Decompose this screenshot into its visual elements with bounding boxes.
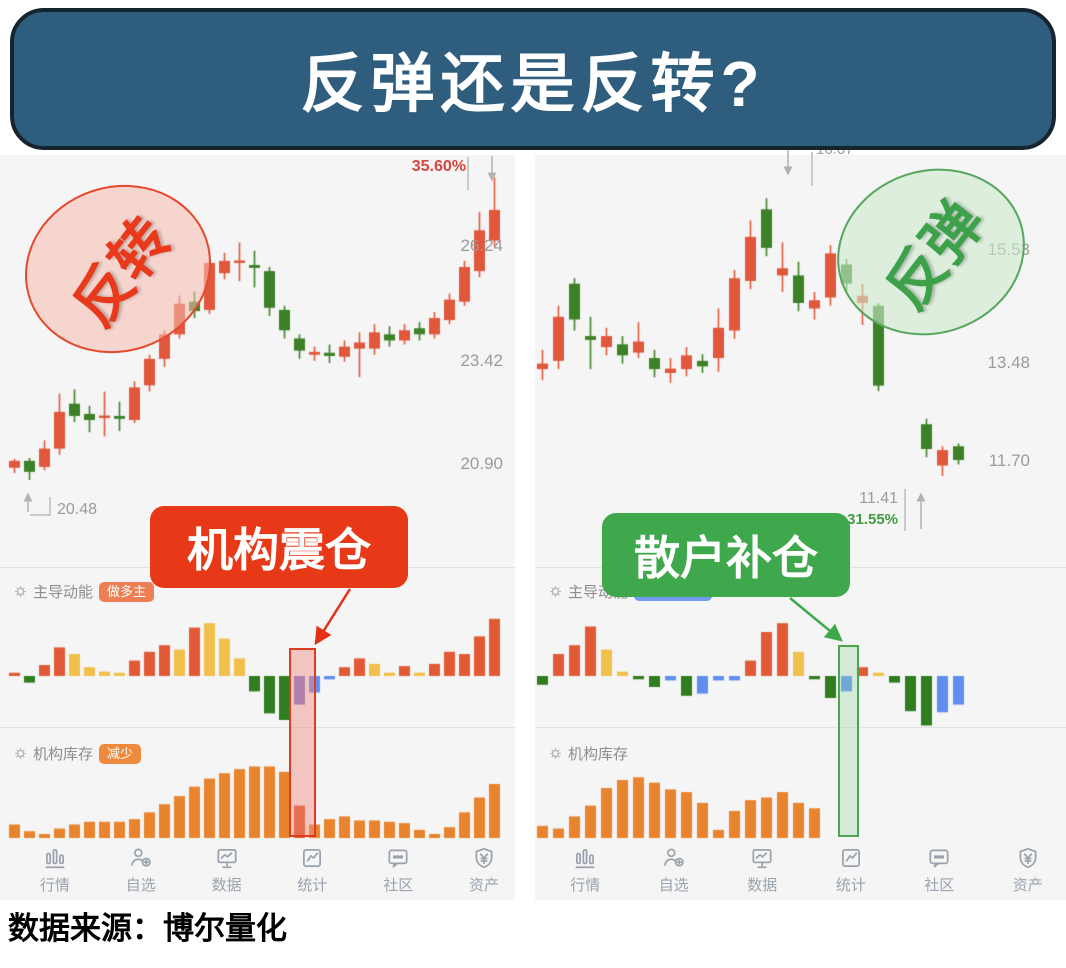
panel-divider [535,727,1066,728]
community-chat-icon [929,849,949,868]
data-monitor-icon [217,849,237,869]
nav-item-label: 行情 [570,877,601,894]
retail-add-position-callout: 散户补仓 [602,513,850,597]
momentum-status-badge: 做多主 [99,581,155,602]
nav-item-label: 数据 [747,877,778,894]
nav-item-watchlist[interactable]: 自选 [630,843,719,900]
callout-label: 散户补仓 [634,532,818,584]
nav-item-label: 社区 [383,877,414,894]
start-low-label: 20.48 [57,501,98,518]
nav-item-data[interactable]: 数据 [184,843,270,900]
nav-item-label: 行情 [39,877,70,894]
bottom-low-label: 11.41 [859,490,898,507]
nav-item-label: 自选 [658,877,689,894]
nav-item-assets[interactable]: 资产 [984,843,1066,900]
rebound-oval-label: 反弹 [874,189,997,322]
nav-item-quotes[interactable]: 行情 [12,843,98,900]
max-drop-label: -31.55% [842,511,898,528]
panel-divider [0,727,515,728]
community-chat-icon [388,849,408,868]
page-title: 反弹还是反转? [300,48,766,120]
momentum-panel-title: 主导动能 [33,584,94,601]
price-axis-label: 20.90 [460,454,503,473]
nav-item-assets[interactable]: 资产 [441,843,527,900]
nav-item-label: 资产 [1012,877,1043,894]
gear-icon [15,586,26,597]
nav-item-quotes[interactable]: 行情 [541,843,630,900]
nav-item-label: 统计 [835,877,866,894]
bottom-nav-bar: 行情 自选 数据 统计 社区 [535,843,1066,900]
bottom-nav-bar: 行情 自选 数据 统计 社区 [0,843,527,900]
quotes-bars-icon [45,849,65,869]
nav-item-stats[interactable]: 统计 [269,843,355,900]
price-axis-label: 26.24 [460,236,503,255]
gear-icon [550,586,561,597]
shakeout-highlight-band [289,648,316,837]
left-momentum-chart[interactable] [0,598,515,727]
price-axis-label: 13.48 [987,353,1030,372]
rebound-highlight-band [838,645,859,837]
nav-item-data[interactable]: 数据 [718,843,807,900]
stats-chart-icon [841,849,860,867]
watchlist-user-icon [664,848,684,867]
nav-item-stats[interactable]: 统计 [807,843,896,900]
max-gain-label: 35.60% [411,158,466,175]
nav-item-label: 自选 [125,877,156,894]
assets-shield-icon [475,847,493,869]
nav-item-label: 社区 [924,877,955,894]
data-monitor-icon [752,849,772,869]
price-axis-label: 11.70 [988,451,1030,470]
price-axis-label: 23.42 [460,351,503,370]
nav-item-label: 统计 [297,877,328,894]
nav-item-watchlist[interactable]: 自选 [98,843,184,900]
reversal-oval-label: 反转 [61,206,184,339]
title-banner: 反弹还是反转? [10,8,1056,150]
nav-item-community[interactable]: 社区 [895,843,984,900]
right-inventory-chart[interactable] [535,731,1066,840]
momentum-panel-header: 主导动能 做多主 [14,581,155,602]
nav-item-label: 资产 [469,877,500,894]
data-source-caption: 数据来源：博尔量化 [8,911,287,946]
right-momentum-chart[interactable] [535,598,1066,727]
left-inventory-chart[interactable] [0,731,515,840]
callout-label: 机构震仓 [187,524,371,576]
watchlist-user-icon [130,848,151,867]
nav-item-label: 数据 [211,877,242,894]
left-stock-app-screenshot: 26.24 23.42 20.90 主导动能 做多主 机构库存 减少 行情 [0,155,515,900]
nav-item-community[interactable]: 社区 [355,843,441,900]
quotes-bars-icon [575,849,595,869]
stats-chart-icon [303,849,322,867]
institutional-shakeout-callout: 机构震仓 [150,506,408,588]
assets-shield-icon [1019,847,1037,869]
